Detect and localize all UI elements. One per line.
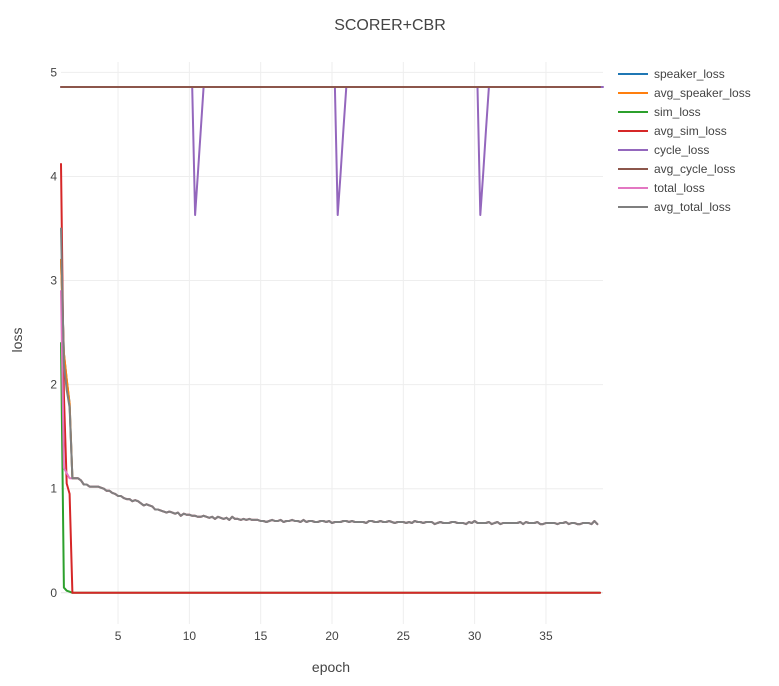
legend-item-total-loss[interactable]: total_loss xyxy=(618,181,705,195)
legend-label: avg_cycle_loss xyxy=(654,162,735,176)
grid xyxy=(61,62,603,624)
x-axis-title: epoch xyxy=(312,659,350,675)
x-tick-label: 20 xyxy=(325,629,339,643)
series-line-avg-total-loss xyxy=(60,227,599,526)
legend-label: avg_sim_loss xyxy=(654,124,727,138)
y-tick-label: 1 xyxy=(50,482,57,496)
legend-label: total_loss xyxy=(654,181,705,195)
x-tick-label: 10 xyxy=(183,629,197,643)
series-line-avg-speaker-loss xyxy=(60,258,599,526)
legend-item-avg-cycle-loss[interactable]: avg_cycle_loss xyxy=(618,162,735,176)
legend-item-avg-total-loss[interactable]: avg_total_loss xyxy=(618,200,731,214)
x-tick-label: 25 xyxy=(397,629,411,643)
axes: 5 10 15 20 25 30 35 0 1 2 3 4 5 xyxy=(50,65,553,643)
series-line-avg-sim-loss xyxy=(60,163,602,594)
y-tick-label: 5 xyxy=(50,65,57,79)
x-tick-label: 30 xyxy=(468,629,482,643)
y-tick-label: 3 xyxy=(50,274,57,288)
legend-label: avg_total_loss xyxy=(654,200,731,214)
legend-label: avg_speaker_loss xyxy=(654,86,751,100)
legend-item-avg-sim-loss[interactable]: avg_sim_loss xyxy=(618,124,727,138)
legend-item-speaker-loss[interactable]: speaker_loss xyxy=(618,67,725,81)
y-axis-title: loss xyxy=(9,328,25,353)
y-tick-label: 4 xyxy=(50,169,57,183)
series-lines xyxy=(60,86,604,594)
series-line-sim-loss xyxy=(60,342,602,594)
legend-label: speaker_loss xyxy=(654,67,725,81)
x-tick-label: 15 xyxy=(254,629,268,643)
legend[interactable]: speaker_loss avg_speaker_loss sim_loss avg_… xyxy=(618,67,751,214)
y-tick-label: 2 xyxy=(50,378,57,392)
legend-item-sim-loss[interactable]: sim_loss xyxy=(618,105,701,119)
series-line-speaker-loss xyxy=(60,258,599,526)
legend-label: sim_loss xyxy=(654,105,701,119)
chart-title: SCORER+CBR xyxy=(334,17,446,34)
legend-item-cycle-loss[interactable]: cycle_loss xyxy=(618,143,709,157)
x-tick-label: 35 xyxy=(539,629,553,643)
legend-label: cycle_loss xyxy=(654,143,709,157)
x-tick-label: 5 xyxy=(115,629,122,643)
legend-item-avg-speaker-loss[interactable]: avg_speaker_loss xyxy=(618,86,751,100)
y-tick-label: 0 xyxy=(50,586,57,600)
